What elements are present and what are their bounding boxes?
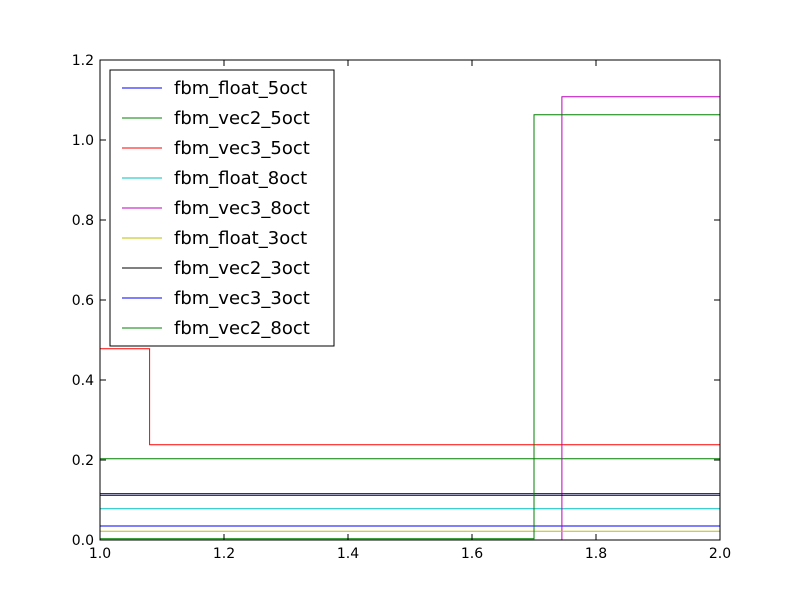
x-tick-label: 1.0 [89, 546, 111, 562]
y-tick-label: 1.2 [72, 53, 94, 69]
series-line-fbm-vec2-8oct [100, 114, 720, 540]
x-tick-label: 1.8 [585, 546, 607, 562]
y-tick-label: 0.2 [72, 453, 94, 469]
legend-label: fbm_vec2_8oct [174, 318, 310, 339]
y-tick-label: 0.6 [72, 293, 94, 309]
y-tick-label: 1.0 [72, 133, 94, 149]
series-layer [100, 96, 720, 541]
legend-label: fbm_float_8oct [174, 168, 307, 189]
series-line-fbm-vec3-5oct [100, 348, 720, 446]
legend-label: fbm_vec3_8oct [174, 198, 310, 219]
legend-label: fbm_vec3_5oct [174, 138, 310, 159]
x-tick-label: 1.2 [213, 546, 235, 562]
y-tick-label: 0.0 [72, 533, 94, 549]
legend-label: fbm_vec2_3oct [174, 258, 310, 279]
legend: fbm_float_5oct fbm_vec2_5oct fbm_vec3_5oct… [109, 69, 335, 347]
legend-label: fbm_vec3_3oct [174, 288, 310, 309]
x-tick-label: 1.4 [337, 546, 359, 562]
legend-label: fbm_float_5oct [174, 78, 307, 99]
y-tick-label: 0.8 [72, 213, 94, 229]
x-tick-label: 2.0 [709, 546, 731, 562]
axis-ticks: 1.0 1.2 1.4 1.6 1.8 2.0 0.0 0.2 0.4 0.6 0.8 1.0 1.2 [72, 53, 731, 562]
legend-label: fbm_vec2_5oct [174, 108, 310, 129]
x-tick-label: 1.6 [461, 546, 483, 562]
legend-label: fbm_float_3oct [174, 228, 307, 249]
y-tick-label: 0.4 [72, 373, 94, 389]
